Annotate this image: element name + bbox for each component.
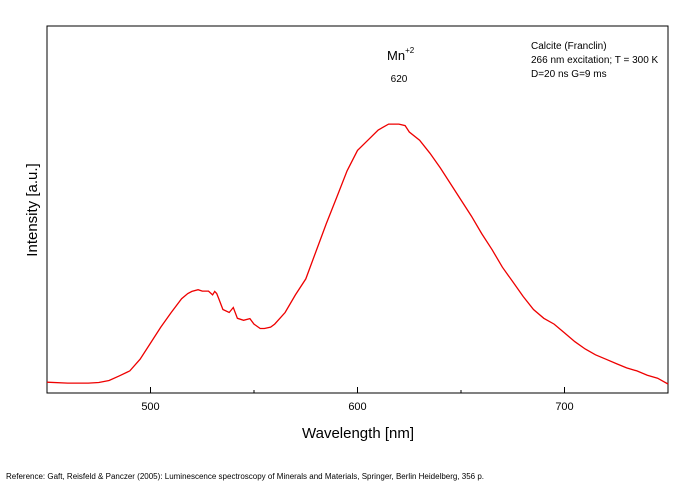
y-axis-label: Intensity [a.u.] [24, 163, 41, 256]
plot-frame [46, 25, 669, 394]
info-line-1: Calcite (Franclin) [531, 41, 607, 52]
peak-ion-charge: +2 [405, 46, 415, 55]
series-line [46, 123, 669, 385]
peak-wavelength-label: 620 [391, 74, 408, 85]
x-axis-label: Wavelength [nm] [302, 425, 414, 442]
spectrum-chart: 500 600 700 Wavelength [nm] Intensity [a.u… [24, 25, 669, 442]
info-line-2: 266 nm excitation; T = 300 K [531, 55, 659, 66]
reference-caption: Reference: Gaft, Reisfeld & Panczer (200… [6, 472, 485, 481]
x-tick-label: 600 [348, 401, 366, 413]
peak-ion-label: Mn+2 [387, 46, 415, 63]
info-line-3: D=20 ns G=9 ms [531, 69, 607, 80]
x-tick-label: 700 [555, 401, 573, 413]
x-axis-tick-labels: 500 600 700 [141, 401, 573, 413]
peak-ion-symbol: Mn [387, 48, 405, 63]
x-tick-label: 500 [141, 401, 159, 413]
x-axis-ticks [46, 387, 669, 393]
